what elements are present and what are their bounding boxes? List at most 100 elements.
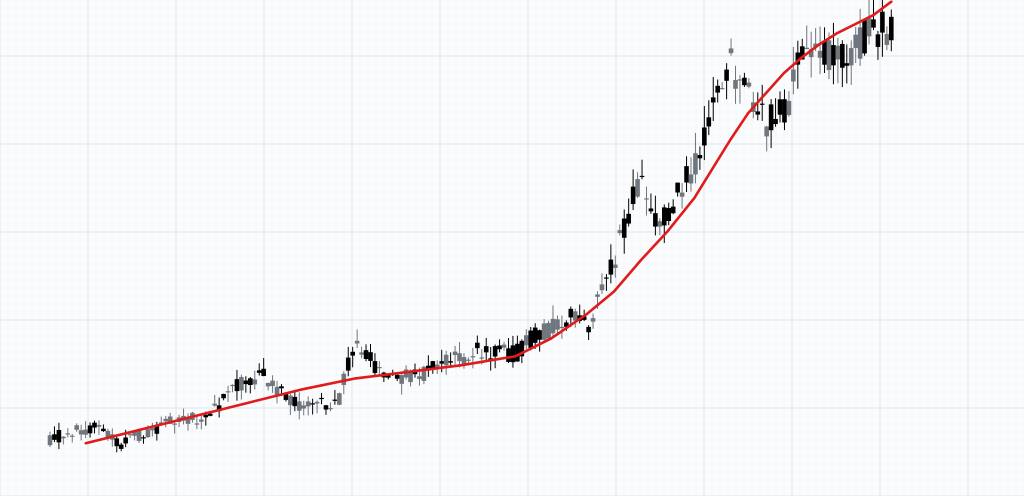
candle <box>270 375 275 393</box>
candle-body <box>871 19 876 28</box>
candle-body <box>403 369 409 378</box>
candle-body <box>804 47 810 50</box>
candle <box>216 397 222 418</box>
candle <box>194 416 200 430</box>
candle-body <box>706 117 712 127</box>
candle <box>56 422 62 450</box>
candle <box>399 374 404 395</box>
candle-body <box>590 318 596 322</box>
candle-body <box>666 207 672 222</box>
candle-body <box>604 277 609 279</box>
candle-body <box>719 88 725 90</box>
candle <box>693 132 698 184</box>
candle <box>746 78 752 89</box>
candle <box>65 428 71 438</box>
candle-body <box>791 69 796 82</box>
candle <box>737 75 743 104</box>
candle-body <box>880 11 885 33</box>
candle <box>679 182 685 209</box>
candle-body <box>288 395 293 406</box>
candle-body <box>608 259 614 275</box>
candle <box>835 37 841 84</box>
candle-body <box>746 82 752 87</box>
candle-body <box>239 377 244 391</box>
candle-body <box>163 418 169 422</box>
candle <box>78 424 84 441</box>
candle <box>604 273 609 291</box>
candle-body <box>648 208 654 212</box>
candle <box>515 335 520 362</box>
candle-body <box>501 344 507 348</box>
candle-body <box>136 429 142 441</box>
candle-body <box>742 77 747 86</box>
candle-body <box>621 218 627 238</box>
candle-body <box>595 294 600 297</box>
candle-body <box>256 370 262 373</box>
candle <box>862 18 867 56</box>
candle-body <box>319 397 324 400</box>
candle <box>782 89 787 131</box>
candle-body <box>759 103 765 105</box>
candle <box>715 79 720 103</box>
candle <box>363 344 369 362</box>
candle-body <box>764 126 769 137</box>
candle-body <box>862 20 867 54</box>
candle-body <box>350 351 355 356</box>
candle <box>710 76 716 121</box>
candle <box>626 198 631 227</box>
candle <box>288 393 293 416</box>
candle <box>239 374 244 400</box>
candle <box>857 8 863 66</box>
candle <box>96 420 102 436</box>
candle <box>572 308 578 328</box>
candle-body <box>564 322 569 327</box>
candle-body <box>127 434 133 436</box>
candle <box>492 344 498 369</box>
candle <box>52 426 57 443</box>
candle-body <box>323 405 329 410</box>
candle-body <box>844 63 850 66</box>
candle-body <box>470 356 476 358</box>
candle-body <box>421 366 427 381</box>
candle-body <box>141 437 146 439</box>
candle-body <box>635 179 640 197</box>
candle <box>546 320 551 340</box>
candle-body <box>430 361 436 369</box>
candle <box>617 224 623 236</box>
candle <box>328 402 333 412</box>
candle-body <box>568 308 574 318</box>
candle <box>354 329 360 349</box>
candle-body <box>114 438 120 447</box>
candle <box>733 65 738 104</box>
candle-body <box>813 43 818 48</box>
candle <box>323 404 329 415</box>
candle-body <box>123 437 128 444</box>
candle-body <box>65 433 71 435</box>
candle-body <box>497 345 502 350</box>
candle-body <box>386 374 391 378</box>
candle <box>310 398 315 415</box>
candle <box>319 392 324 405</box>
candle <box>670 199 676 215</box>
candle <box>791 46 796 95</box>
candle <box>443 350 449 375</box>
candle-body <box>394 374 400 379</box>
candle <box>559 315 565 339</box>
candle-body <box>737 79 743 81</box>
candle-body <box>96 424 102 427</box>
candle-body <box>599 284 605 291</box>
candle <box>697 146 703 170</box>
candle <box>261 358 266 377</box>
candle <box>83 421 88 439</box>
candle <box>141 435 146 444</box>
candle <box>621 209 627 254</box>
candle <box>212 394 217 407</box>
candle-body <box>768 104 774 131</box>
candle-body <box>69 435 75 437</box>
candle-body <box>92 422 97 428</box>
candle-body <box>795 52 801 65</box>
candle-body <box>626 213 631 224</box>
candle-body <box>831 45 836 66</box>
moving-average-series <box>84 0 893 445</box>
candle-body <box>697 155 703 159</box>
